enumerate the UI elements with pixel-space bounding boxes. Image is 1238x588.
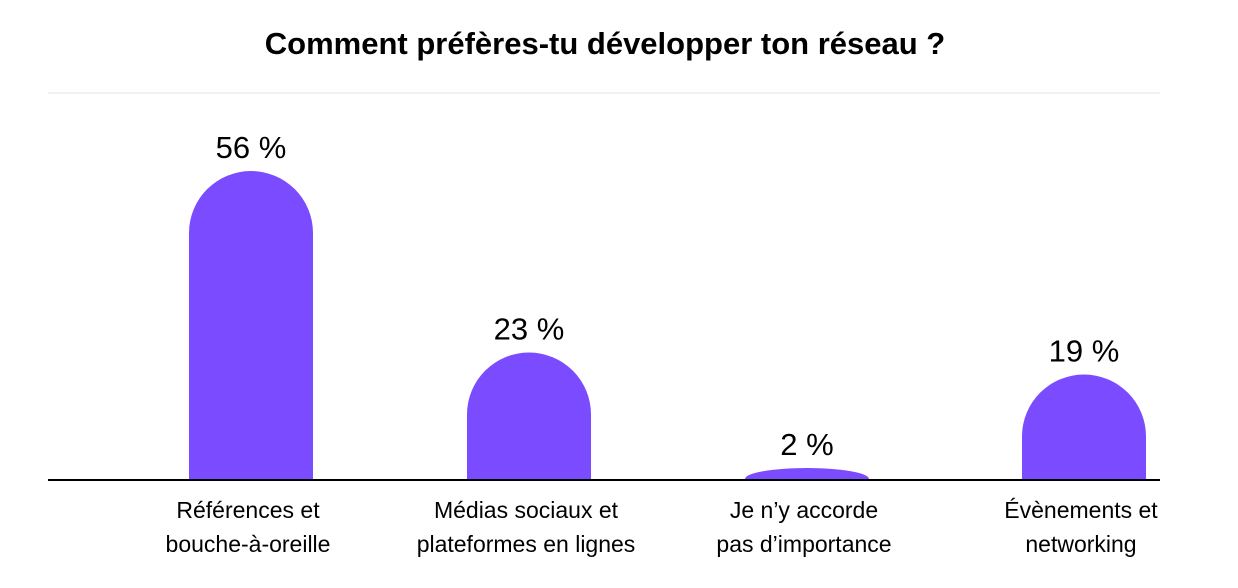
- bar: [745, 468, 869, 479]
- category-label-line: plateformes en lignes: [417, 531, 636, 557]
- category-label-line: Médias sociaux et: [434, 497, 619, 523]
- category-label-line: Références et: [176, 497, 320, 523]
- category-label-line: bouche-à-oreille: [166, 531, 331, 557]
- category-label-line: Évènements et: [1004, 497, 1158, 523]
- data-label: 56 %: [216, 130, 287, 165]
- bar: [467, 352, 591, 479]
- labels-layer: 56 % Références et bouche-à-oreille 23 % Méd…: [166, 130, 1159, 557]
- category-label-line: pas d’importance: [716, 531, 891, 557]
- category-label: Je n’y accorde pas d’importance: [716, 497, 891, 557]
- chart-title: Comment préfères-tu développer ton résea…: [264, 26, 946, 61]
- category-label-line: networking: [1025, 531, 1136, 557]
- category-label: Évènements et networking: [1004, 497, 1158, 557]
- bars-layer: [189, 171, 1146, 479]
- bar: [1022, 374, 1146, 479]
- category-label: Références et bouche-à-oreille: [166, 497, 331, 557]
- data-label: 19 %: [1049, 334, 1120, 369]
- bar: [189, 171, 313, 479]
- data-label: 23 %: [494, 312, 565, 347]
- category-label: Médias sociaux et plateformes en lignes: [417, 497, 636, 557]
- category-label-line: Je n’y accorde: [730, 497, 878, 523]
- data-label: 2 %: [780, 427, 833, 462]
